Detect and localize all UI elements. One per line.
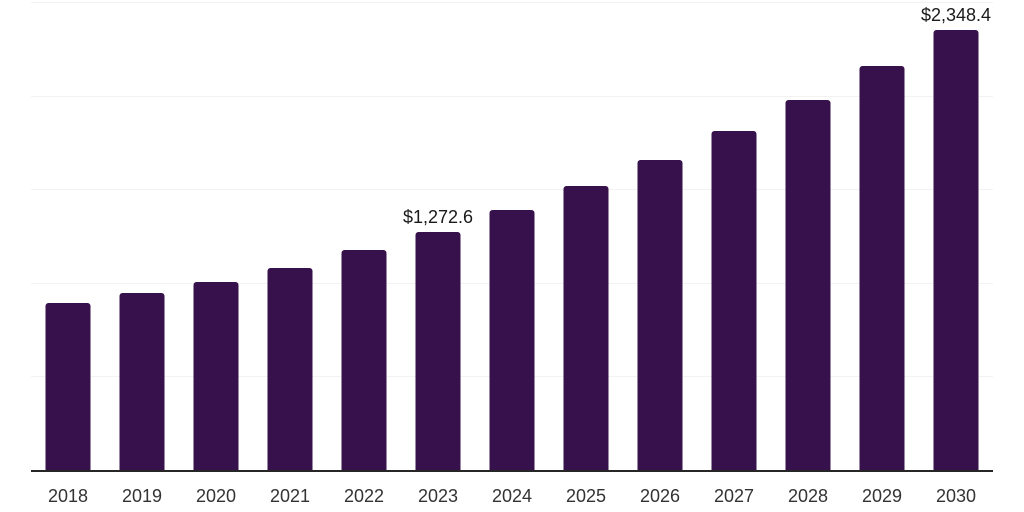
bar-slot-2018 [31,2,105,470]
plot-area: $1,272.6 $2,348.4 [31,2,993,472]
bar-slot-2022 [327,2,401,470]
x-tick-2023: 2023 [417,486,459,506]
x-tick-2018: 2018 [47,486,89,506]
data-label-2023: $1,272.6 [402,206,474,227]
x-tick-2025: 2025 [565,486,607,506]
gridline-2000 [31,95,993,97]
x-tick-2026: 2026 [639,486,681,506]
x-tick-2027: 2027 [713,486,755,506]
x-tick-2030: 2030 [935,486,977,506]
bar-slot-2021 [253,2,327,470]
bar-2019 [119,292,165,470]
bar-2028 [785,100,831,470]
x-axis-ticks: 2018 2019 2020 2021 2022 2023 2024 2025 2026 2027… [31,486,993,507]
bar-slot-2029 [845,2,919,470]
bar-slot-2026 [623,2,697,470]
bar-slot-2027 [697,2,771,470]
gridline-2500 [31,2,993,3]
bars: $1,272.6 $2,348.4 [31,2,993,470]
bar-slot-2024 [475,2,549,470]
x-tick-2021: 2021 [269,486,311,506]
x-tick-2029: 2029 [861,486,903,506]
x-tick-2022: 2022 [343,486,385,506]
bar-slot-2028 [771,2,845,470]
bar-2023 [415,231,461,470]
bar-2025 [563,186,609,470]
gridline-1500 [31,189,993,191]
x-tick-2020: 2020 [195,486,237,506]
bar-slot-2023: $1,272.6 [401,2,475,470]
bar-2018 [45,303,91,470]
x-tick-2028: 2028 [787,486,829,506]
bar-2020 [193,281,239,470]
bar-2030 [933,30,979,470]
x-tick-2019: 2019 [121,486,163,506]
data-label-2030: $2,348.4 [920,5,992,26]
bar-slot-2030: $2,348.4 [919,2,993,470]
bar-2022 [341,250,387,470]
bar-slot-2019 [105,2,179,470]
bar-2026 [637,160,683,470]
bar-slot-2020 [179,2,253,470]
bar-2024 [489,209,535,470]
bar-2027 [711,130,757,470]
bar-2021 [267,267,313,470]
bar-slot-2025 [549,2,623,470]
bar-2029 [859,66,905,470]
x-tick-2024: 2024 [491,486,533,506]
